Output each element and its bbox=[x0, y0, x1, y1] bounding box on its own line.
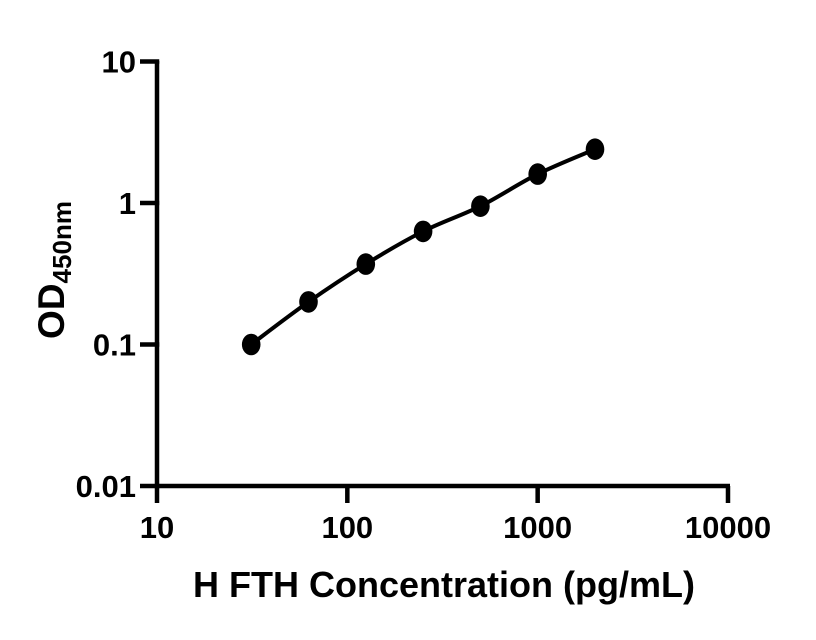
x-tick-label: 100 bbox=[321, 510, 373, 545]
axis-frame bbox=[154, 61, 730, 489]
tick-marks bbox=[140, 59, 731, 503]
x-axis-title: H FTH Concentration (pg/mL) bbox=[193, 564, 695, 605]
y-tick-label: 1 bbox=[119, 186, 136, 221]
y-tick-label: 10 bbox=[102, 45, 136, 80]
data-point-marker bbox=[356, 253, 376, 275]
data-point-marker bbox=[413, 220, 433, 243]
data-point-marker bbox=[471, 195, 490, 217]
y-axis-title: OD450nm bbox=[31, 201, 77, 339]
y-axis-title-subscript: 450nm bbox=[47, 201, 77, 283]
y-tick-label: 0.1 bbox=[93, 328, 136, 363]
y-tick-label: 0.01 bbox=[76, 469, 136, 504]
y-axis-title-main: OD bbox=[31, 283, 72, 339]
x-tick-label: 10000 bbox=[685, 510, 771, 545]
x-tick-label: 10 bbox=[140, 510, 174, 545]
data-point-marker bbox=[299, 291, 318, 313]
x-tick-label: 1000 bbox=[503, 510, 572, 545]
data-point-marker bbox=[241, 333, 261, 356]
data-point-marker bbox=[585, 138, 605, 160]
y-axis-tick-labels: 10 1 0.1 0.01 bbox=[76, 45, 136, 505]
x-axis-tick-labels: 10 100 1000 10000 bbox=[140, 510, 771, 545]
data-point-marker bbox=[528, 163, 547, 185]
data-points bbox=[241, 138, 605, 356]
